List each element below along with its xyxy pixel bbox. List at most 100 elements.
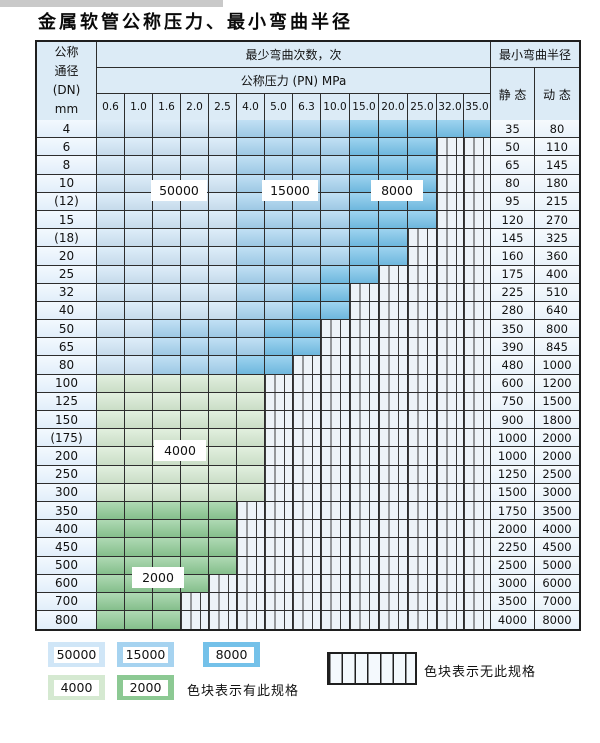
no-spec-cell (464, 229, 491, 248)
spec-cell-2000 (181, 501, 209, 521)
no-spec-cell (408, 320, 437, 339)
table-row: 700 3500 7000 (37, 592, 579, 612)
no-spec-cell (321, 320, 350, 339)
dn-column-header: 公称 通径 (DN) mm (37, 42, 97, 120)
no-spec-cell (209, 592, 237, 612)
spec-cell-15000 (209, 338, 237, 357)
table-row: 8 65 145 (37, 156, 579, 175)
spec-cell-4000 (237, 429, 265, 448)
spec-cell-4000 (97, 447, 125, 466)
dn-cell: 10 (37, 174, 97, 193)
dynamic-radius-cell: 1500 (535, 392, 579, 411)
no-spec-cell (293, 483, 321, 502)
spec-cell-50000 (209, 283, 237, 302)
no-spec-cell (350, 447, 379, 466)
dn-cell: (12) (37, 192, 97, 211)
legend-swatch-4000: 4000 (48, 675, 105, 700)
spec-cell-15000 (265, 138, 293, 157)
spec-cell-8000 (321, 265, 350, 284)
no-spec-cell (379, 520, 408, 539)
spec-cell-15000 (265, 265, 293, 284)
spec-cell-2000 (125, 520, 153, 539)
spec-cell-50000 (97, 338, 125, 357)
spec-cell-8000 (379, 138, 408, 157)
static-column-header: 静 态 (491, 68, 535, 120)
legend-swatch-value: 50000 (54, 646, 99, 663)
spec-cell-15000 (321, 174, 350, 193)
spec-cell-50000 (181, 138, 209, 157)
no-spec-cell (408, 429, 437, 448)
no-spec-cell (321, 411, 350, 430)
no-spec-cell (379, 501, 408, 521)
static-radius-cell: 225 (491, 283, 535, 302)
dn-header-line4: mm (54, 102, 79, 116)
table-row: 800 4000 8000 (37, 611, 579, 630)
no-spec-cell (379, 538, 408, 557)
no-spec-cell (464, 138, 491, 157)
no-spec-cell (408, 229, 437, 248)
spec-cell-15000 (181, 338, 209, 357)
pressure-column-label: 15.0 (350, 94, 379, 120)
no-spec-cell (464, 265, 491, 284)
spec-cell-4000 (209, 429, 237, 448)
spec-cell-4000 (237, 483, 265, 502)
spec-cell-2000 (153, 592, 181, 612)
legend-swatch-15000: 15000 (117, 642, 174, 667)
spec-cell-4000 (125, 483, 153, 502)
spec-cell-15000 (237, 301, 265, 321)
spec-cell-15000 (321, 192, 350, 211)
spec-cell-4000 (153, 483, 181, 502)
spec-cell-50000 (209, 265, 237, 284)
spec-cell-50000 (125, 174, 153, 193)
no-spec-cell (265, 592, 293, 612)
no-spec-cell (321, 392, 350, 411)
spec-cell-50000 (209, 247, 237, 266)
no-spec-cell (237, 592, 265, 612)
table-row: 4 35 80 (37, 120, 579, 139)
spec-cell-8000 (408, 138, 437, 157)
spec-cell-15000 (265, 301, 293, 321)
spec-cell-4000 (97, 465, 125, 484)
no-spec-cell (408, 574, 437, 593)
spec-cell-15000 (321, 120, 350, 139)
dn-cell: 700 (37, 592, 97, 612)
spec-cell-4000 (153, 465, 181, 484)
spec-cell-50000 (97, 138, 125, 157)
no-spec-cell (408, 520, 437, 539)
table-row: 450 2250 4500 (37, 538, 579, 557)
table-header: 公称 通径 (DN) mm 最少弯曲次数，次 最小弯曲半径 公称压力 (PN) … (37, 42, 579, 120)
no-spec-cell (464, 356, 491, 375)
cycle-count-label: 15000 (262, 180, 318, 201)
no-spec-cell (321, 574, 350, 593)
dynamic-column-header: 动 态 (543, 87, 571, 102)
no-spec-cell (464, 283, 491, 302)
legend-swatch-value: 8000 (209, 646, 254, 663)
spec-cell-4000 (181, 465, 209, 484)
no-spec-cell (265, 447, 293, 466)
no-spec-cell (408, 265, 437, 284)
spec-cell-4000 (209, 483, 237, 502)
no-spec-cell (379, 592, 408, 612)
dn-cell: 100 (37, 374, 97, 393)
legend-swatch-value: 15000 (123, 646, 168, 663)
no-spec-cell (379, 411, 408, 430)
static-radius-cell: 1000 (491, 429, 535, 448)
spec-cell-8000 (293, 338, 321, 357)
pressure-column-label: 2.5 (209, 94, 237, 120)
no-spec-cell (464, 592, 491, 612)
no-spec-cell (350, 374, 379, 393)
spec-cell-15000 (293, 156, 321, 175)
no-spec-cell (265, 574, 293, 593)
dynamic-radius-cell: 4000 (535, 520, 579, 539)
page-title: 金属软管公称压力、最小弯曲半径 (38, 12, 353, 33)
no-spec-cell (237, 611, 265, 630)
table-row: 20 160 360 (37, 247, 579, 266)
no-spec-cell (293, 374, 321, 393)
no-spec-cell (321, 447, 350, 466)
static-radius-cell: 50 (491, 138, 535, 157)
spec-cell-15000 (181, 356, 209, 375)
pressure-column-label: 4.0 (237, 94, 265, 120)
spec-cell-2000 (209, 538, 237, 557)
no-spec-cell (350, 338, 379, 357)
spec-cell-4000 (209, 411, 237, 430)
